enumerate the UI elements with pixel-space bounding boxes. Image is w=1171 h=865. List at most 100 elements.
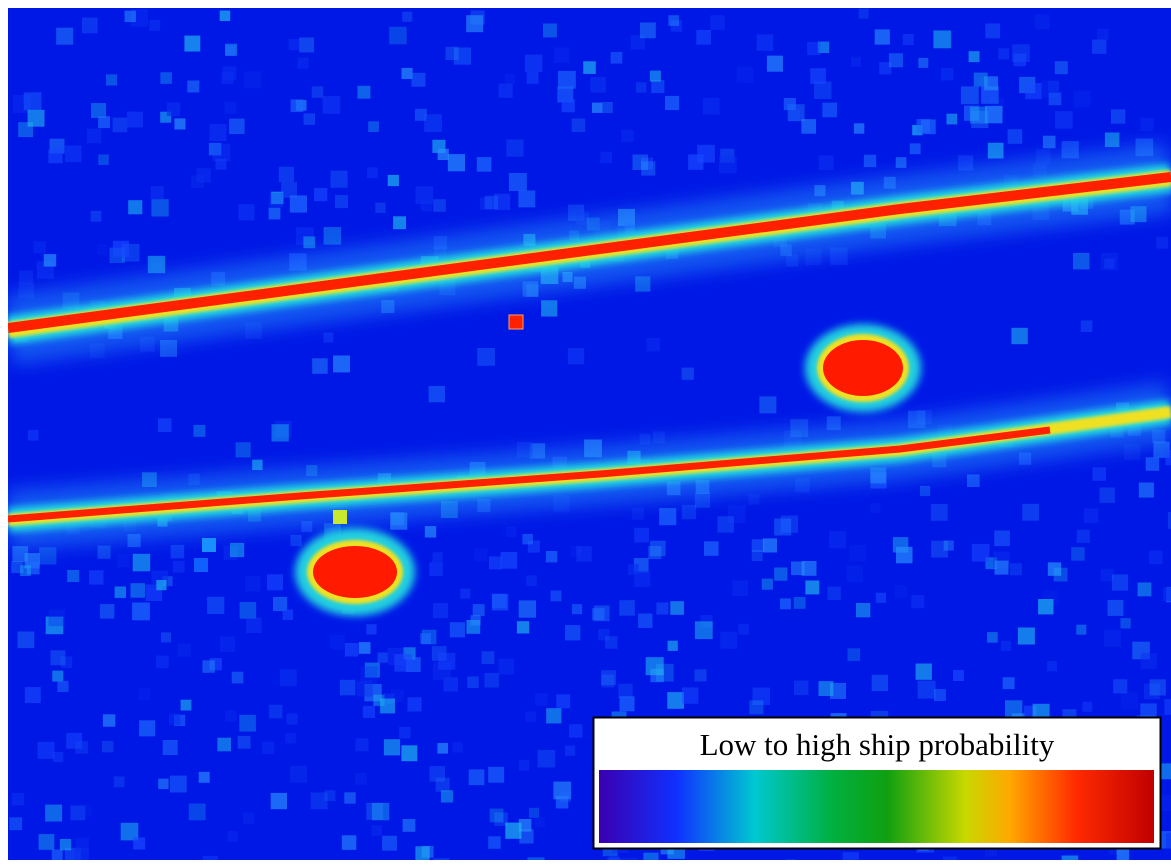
speckle (489, 557, 502, 570)
speckle (1112, 574, 1128, 590)
speckle (49, 610, 66, 627)
speckle (620, 696, 635, 711)
speckle (485, 196, 498, 209)
speckle (1163, 587, 1171, 601)
speckle (640, 23, 656, 39)
speckle (703, 98, 720, 115)
speckle (323, 96, 341, 114)
speckle (499, 84, 513, 98)
speckle (819, 681, 834, 696)
speckle (433, 603, 448, 618)
speckle (170, 776, 187, 793)
speckle (173, 561, 185, 573)
speckle (279, 167, 294, 182)
speckle (1055, 111, 1073, 129)
speckle (1008, 129, 1023, 144)
speckle (223, 66, 237, 80)
speckle (380, 699, 395, 714)
speckle (66, 733, 82, 749)
speckle (592, 103, 602, 113)
speckle (52, 850, 63, 861)
speckle (696, 30, 711, 45)
speckle (437, 743, 448, 754)
speckle (1164, 699, 1171, 715)
speckle (1166, 833, 1171, 849)
speckle (20, 565, 31, 576)
speckle (618, 684, 632, 698)
speckle (651, 80, 664, 93)
speckle (131, 583, 146, 598)
speckle (467, 677, 478, 688)
speckle (670, 601, 684, 615)
speckle (1138, 583, 1152, 597)
speckle (420, 633, 431, 644)
speckle (429, 386, 445, 402)
speckle (314, 188, 327, 201)
speckle (252, 460, 262, 470)
speckle (784, 98, 796, 110)
speckle (466, 15, 483, 32)
speckle (359, 642, 371, 654)
speckle (238, 736, 251, 749)
speckle (848, 648, 861, 661)
warm-pixel (333, 510, 347, 524)
speckle (1139, 483, 1154, 498)
speckle (854, 123, 864, 133)
speckle (291, 99, 304, 112)
speckle (668, 641, 678, 651)
speckle (556, 694, 570, 708)
speckle (546, 551, 557, 562)
speckle (207, 597, 224, 614)
speckle (169, 714, 180, 725)
speckle (345, 643, 359, 657)
speckle (243, 813, 254, 824)
speckle (39, 547, 56, 564)
speckle (931, 504, 948, 521)
speckle (1035, 14, 1050, 29)
speckle (342, 835, 357, 850)
speckle (1038, 599, 1053, 614)
speckle (941, 68, 954, 81)
speckle (889, 53, 903, 67)
speckle (98, 116, 110, 128)
speckle (103, 714, 115, 726)
speckle (283, 610, 294, 621)
speckle (312, 86, 324, 98)
speckle (139, 720, 155, 736)
speckle (1081, 320, 1093, 332)
speckle (849, 545, 866, 562)
speckle (535, 693, 548, 706)
speckle (244, 71, 261, 88)
speckle (969, 51, 980, 62)
speckle (138, 688, 150, 700)
speckle (25, 687, 41, 703)
speckle (91, 211, 102, 222)
speckle (1160, 763, 1171, 779)
speckle (805, 581, 819, 595)
page: {"legend": {"title": "Low to high ship p… (0, 0, 1171, 865)
speckle (814, 82, 832, 100)
speckle (384, 739, 400, 755)
ship (805, 324, 921, 412)
speckle (482, 651, 495, 664)
speckle (225, 710, 236, 721)
speckle (864, 155, 876, 167)
speckle (896, 547, 913, 564)
cool-pixel (202, 538, 216, 552)
speckle (399, 727, 411, 739)
speckle (718, 516, 734, 532)
speckle (106, 74, 117, 85)
speckle (89, 570, 103, 584)
speckle (57, 681, 68, 692)
speckle (477, 157, 492, 172)
hot-pixel (509, 315, 523, 329)
speckle (433, 199, 446, 212)
speckle (720, 632, 737, 649)
speckle (695, 669, 707, 681)
speckle (355, 773, 367, 785)
speckle (1156, 237, 1168, 249)
speckle (851, 57, 861, 67)
speckle (382, 836, 397, 851)
speckle (158, 779, 168, 789)
speckle (289, 39, 300, 50)
